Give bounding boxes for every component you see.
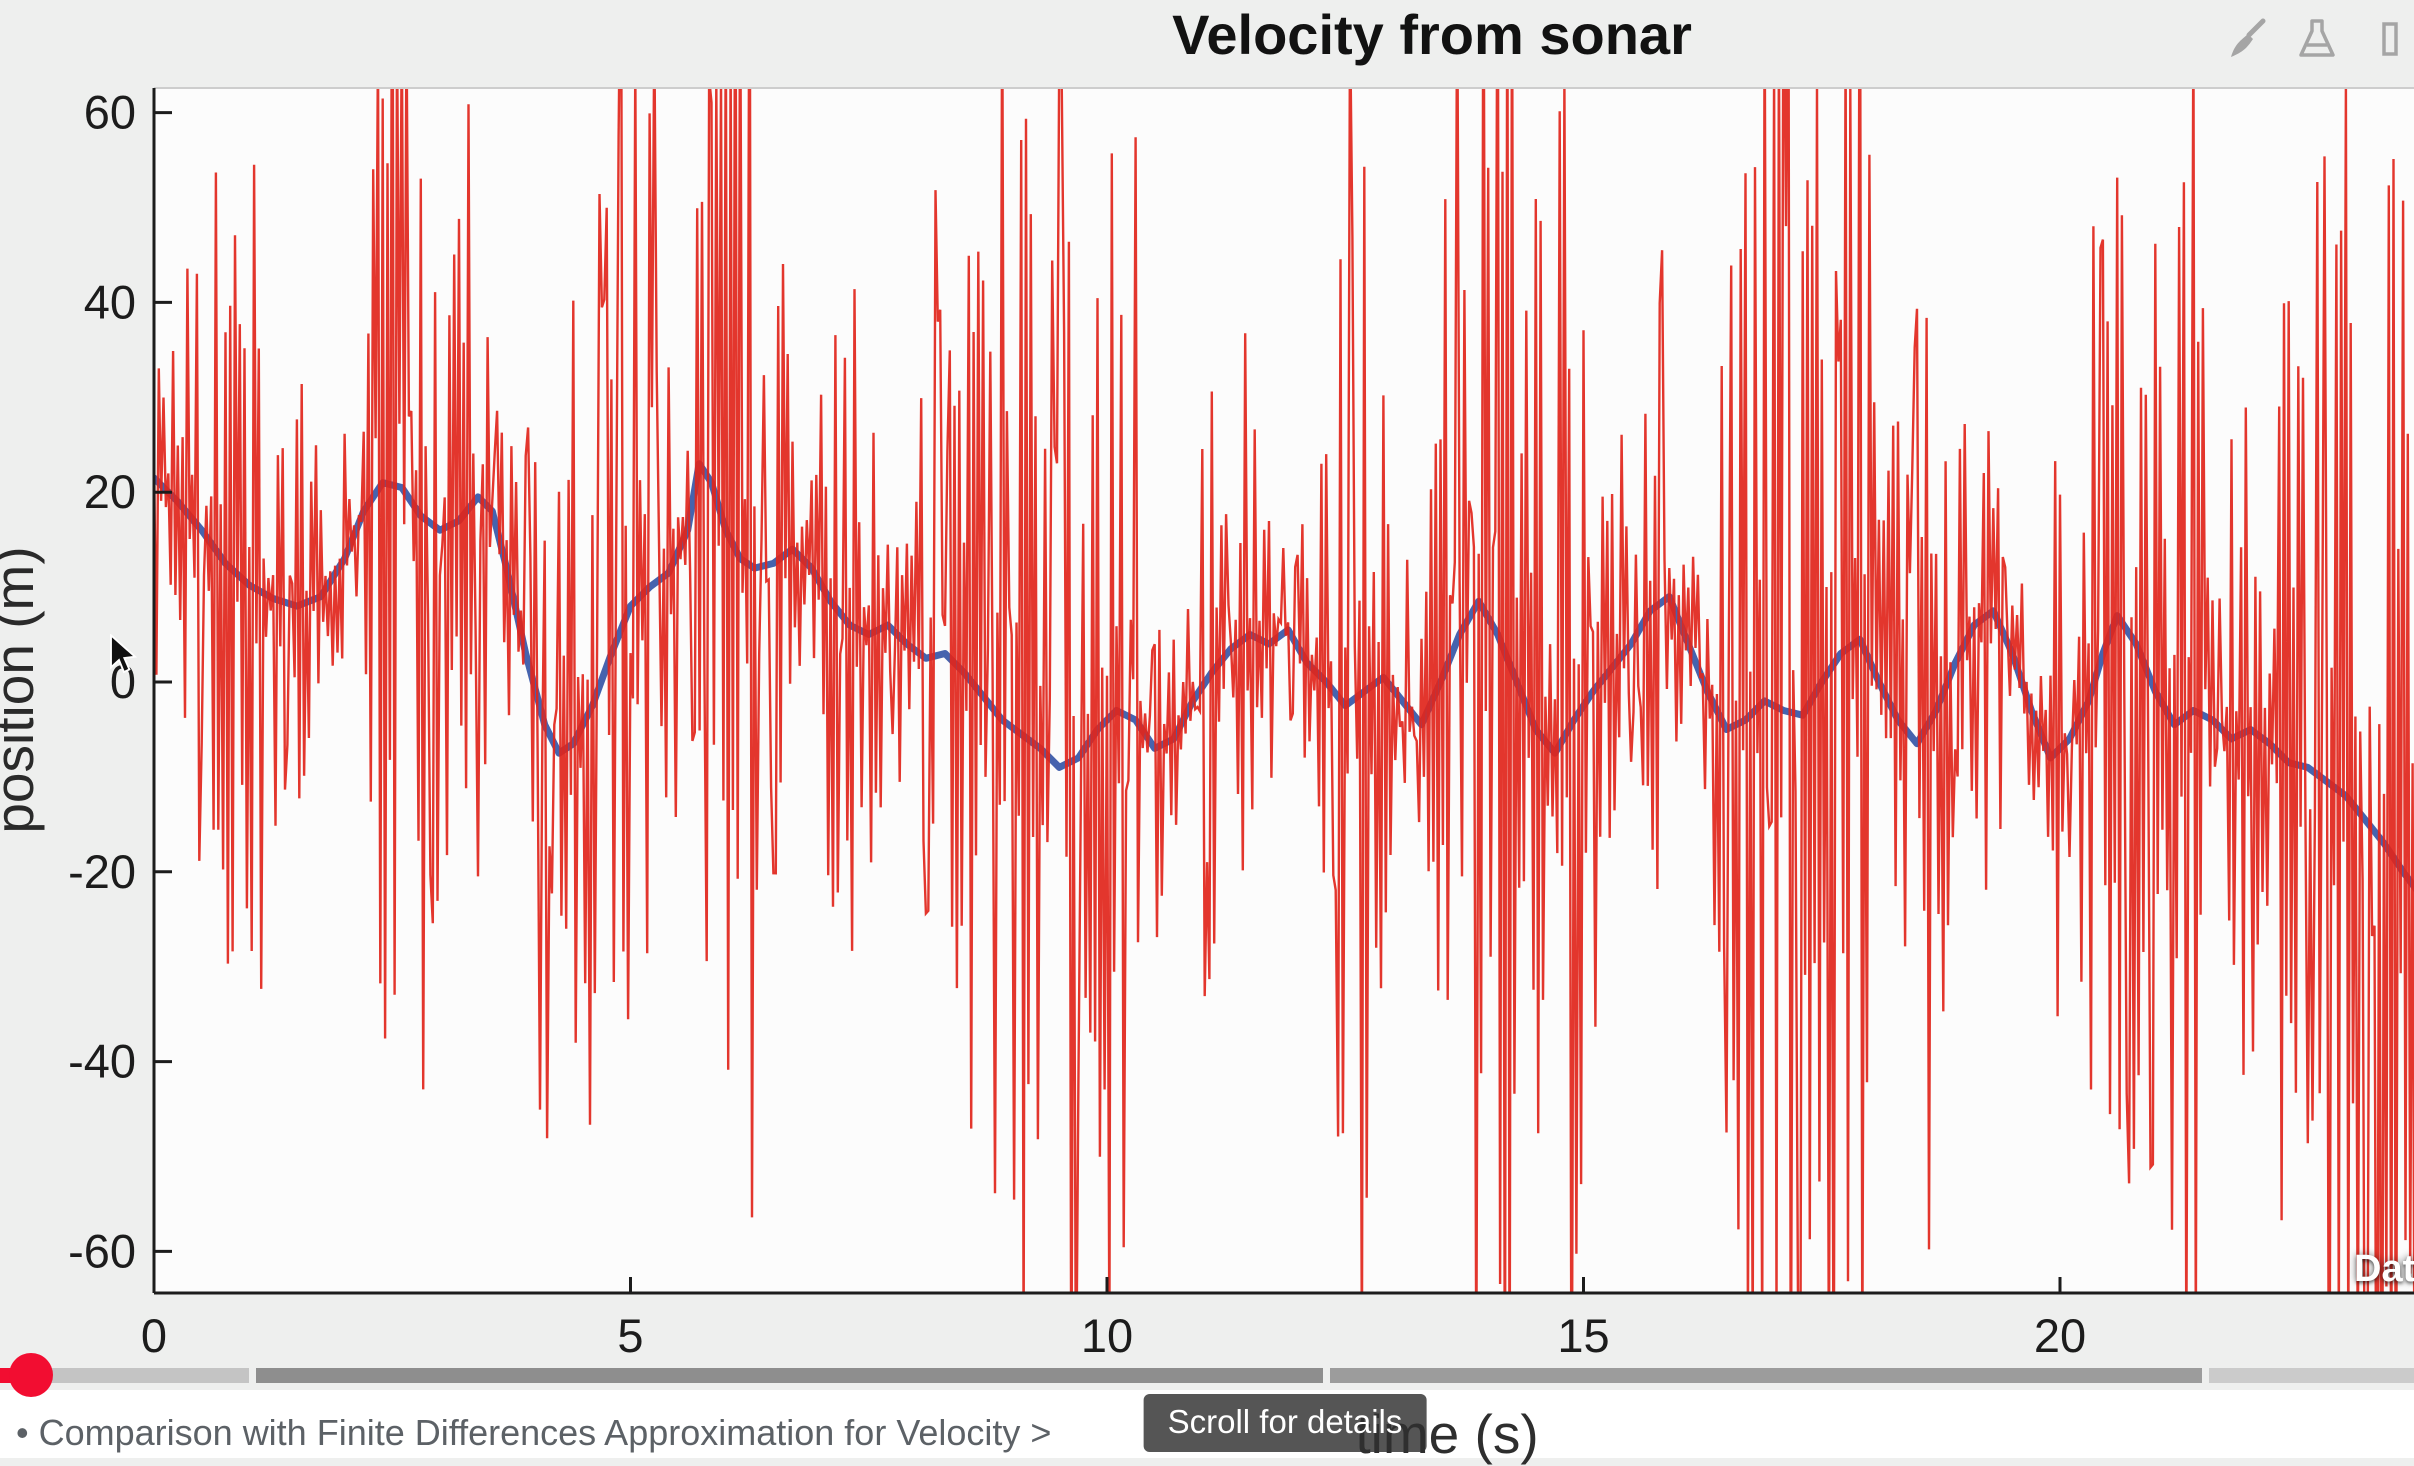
mouse-cursor-icon [110,634,138,674]
velocity-noise-line [154,88,2414,1293]
chart-title: Velocity from sonar [1172,3,1692,66]
y-axis-label: position (m) [0,546,45,834]
playhead-dot[interactable] [9,1353,53,1397]
y-tick-label: -60 [68,1224,136,1277]
x-tick-label: 5 [617,1309,643,1362]
datatips-icon[interactable] [2294,16,2340,62]
progress-segment[interactable] [2208,1368,2414,1383]
progress-segment[interactable] [38,1368,249,1383]
x-tick-label: 10 [1081,1309,1133,1362]
chart-series-group [154,88,2414,1293]
x-tick-label: 20 [2034,1309,2086,1362]
scroll-for-details-tooltip: Scroll for details [1143,1394,1427,1452]
y-tick-label: -40 [68,1035,136,1088]
x-tick-label: 15 [1557,1309,1609,1362]
y-tick-label: 20 [84,465,136,518]
brush-icon[interactable] [2222,16,2268,62]
partial-icon[interactable] [2366,16,2412,62]
y-tick-label: -20 [68,845,136,898]
axes-toolbar [2222,16,2412,62]
progress-segment[interactable] [255,1368,1323,1383]
x-tick-label: 0 [141,1309,167,1362]
progress-segment[interactable] [1330,1368,2202,1383]
chapter-title[interactable]: • Comparison with Finite Differences App… [16,1412,1052,1453]
overlay-text-dat: Dat [2354,1248,2414,1290]
y-tick-label: 40 [84,275,136,328]
y-tick-label: 60 [84,86,136,139]
video-progress-bar[interactable] [0,1368,2414,1383]
